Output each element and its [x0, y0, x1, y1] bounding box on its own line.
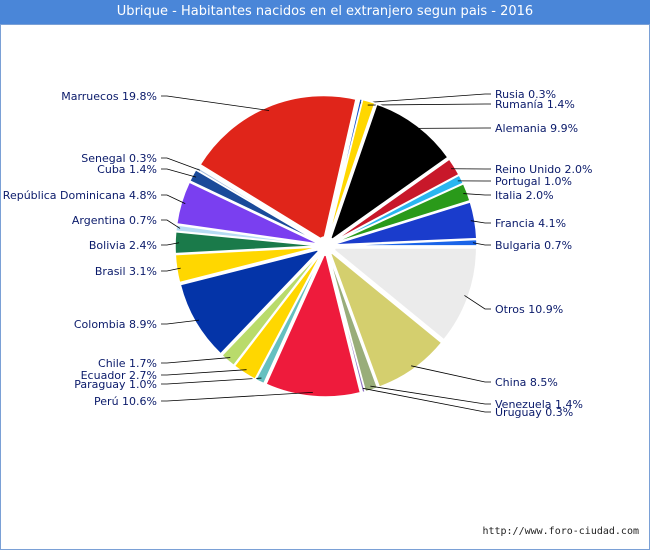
slice-label-argentina: Argentina 0.7%: [72, 214, 157, 227]
leader-line-chile: [161, 357, 231, 364]
slice-label-republica-dominicana: República Dominicana 4.8%: [3, 189, 157, 202]
slice-label-cuba: Cuba 1.4%: [97, 163, 157, 176]
leader-line-francia: [470, 220, 491, 224]
slice-label-peru: Perú 10.6%: [94, 395, 157, 408]
slice-label-senegal: Senegal 0.3%: [81, 152, 157, 165]
pie-slice-italia[interactable]: [331, 182, 471, 245]
pie-slice-chile[interactable]: [220, 250, 323, 367]
leader-line-italia: [463, 193, 491, 196]
slice-label-otros: Otros 10.9%: [495, 303, 563, 316]
slice-label-bolivia: Bolivia 2.4%: [89, 239, 157, 252]
pie-slice-argentina[interactable]: [174, 223, 321, 247]
slice-label-francia: Francia 4.1%: [495, 217, 566, 230]
slice-label-paraguay: Paraguay 1.0%: [74, 378, 157, 391]
slice-label-italia: Italia 2.0%: [495, 189, 554, 202]
pie-slice-republica-dominicana[interactable]: [175, 181, 321, 246]
slice-label-reino-unido: Reino Unido 2.0%: [495, 163, 592, 176]
leader-line-china: [411, 365, 491, 383]
pie-slice-senegal[interactable]: [194, 166, 322, 244]
leader-line-bolivia: [161, 242, 180, 246]
pie-slice-uruguay[interactable]: [326, 251, 367, 394]
slice-label-brasil: Brasil 3.1%: [95, 265, 157, 278]
pie-center: [316, 236, 336, 256]
slice-label-rusia: Rusia 0.3%: [495, 88, 556, 101]
leader-line-uruguay: [362, 387, 491, 413]
pie-slice-peru[interactable]: [264, 249, 362, 398]
leader-line-colombia: [161, 319, 200, 325]
leader-line-argentina: [161, 219, 181, 229]
chart-frame: Otros 10.9% China 8.5% Venezuela 1.4% Urugu…: [0, 24, 650, 550]
leader-line-ecuador: [161, 369, 247, 376]
leader-line-peru: [161, 392, 313, 402]
pie-slice-colombia[interactable]: [179, 247, 324, 355]
pie-slice-china[interactable]: [327, 248, 443, 389]
pie-slice-marruecos[interactable]: [199, 94, 357, 242]
leader-line-rusia: [360, 93, 491, 104]
pie-slice-ecuador[interactable]: [233, 250, 324, 381]
slice-label-colombia: Colombia 8.9%: [74, 318, 157, 331]
slice-label-venezuela: Venezuela 1.4%: [495, 398, 583, 411]
pie-slice-rumania[interactable]: [326, 98, 376, 241]
leader-line-bulgaria: [472, 242, 491, 246]
slice-label-china: China 8.5%: [495, 376, 558, 389]
leader-line-otros: [464, 295, 491, 310]
slice-label-bulgaria: Bulgaria 0.7%: [495, 239, 572, 252]
slice-label-marruecos: Marruecos 19.8%: [61, 90, 157, 103]
pie-slice-bulgaria[interactable]: [331, 238, 478, 247]
slice-label-alemania: Alemania 9.9%: [495, 122, 578, 135]
leader-line-cuba: [161, 168, 197, 178]
slice-label-uruguay: Uruguay 0.3%: [495, 406, 573, 419]
slice-label-rumania: Rumanía 1.4%: [495, 98, 575, 111]
source-url[interactable]: http://www.foro-ciudad.com: [482, 526, 639, 537]
leader-line-venezuela: [370, 385, 491, 405]
pie-slice-otros[interactable]: [329, 247, 478, 341]
leader-line-paraguay: [161, 377, 262, 385]
slice-label-portugal: Portugal 1.0%: [495, 175, 572, 188]
chart-title: Ubrique - Habitantes nacidos en el extra…: [0, 0, 650, 24]
leader-line-republica-dominicana: [161, 194, 186, 204]
leader-line-marruecos: [161, 95, 270, 111]
leader-line-rumania: [367, 103, 491, 106]
pie-slice-alemania[interactable]: [328, 103, 449, 244]
pie-chart: Otros 10.9% China 8.5% Venezuela 1.4%Urugu…: [3, 88, 593, 419]
leader-line-brasil: [161, 267, 181, 272]
slice-label-ecuador: Ecuador 2.7%: [81, 369, 157, 382]
pie-slice-francia[interactable]: [331, 200, 478, 246]
slice-label-chile: Chile 1.7%: [98, 357, 157, 370]
leader-line-senegal: [161, 157, 201, 171]
